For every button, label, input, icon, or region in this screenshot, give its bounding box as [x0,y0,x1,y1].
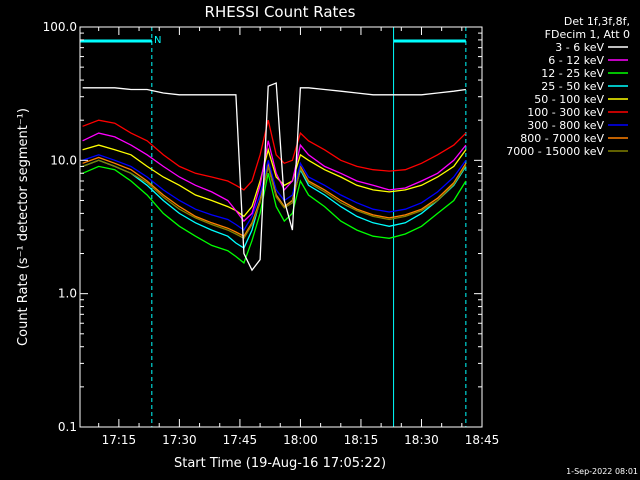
legend-header-2: FDecim 1, Att 0 [545,28,630,41]
legend-label-7: 800 - 7000 keV [520,132,604,145]
legend-label-2: 12 - 25 keV [541,67,604,80]
x-axis-label: Start Time (19-Aug-16 17:05:22) [174,456,386,471]
plot-frame [79,26,483,428]
chart-title: RHESSI Count Rates [205,3,356,21]
x-tick-label-3: 18:00 [283,433,318,447]
x-tick-label-5: 18:30 [404,433,439,447]
x-tick-label-6: 18:45 [465,433,500,447]
y-tick-label-0: 0.1 [58,420,77,434]
y-ticks: 0.1 1.0 10.0 100.0 [43,20,482,434]
series-line-3 [82,159,467,249]
y-tick-label-3: 100.0 [43,20,77,34]
legend-label-5: 100 - 300 keV [527,106,604,119]
footer-timestamp: 1-Sep-2022 08:01 [566,467,638,476]
series-line-5 [82,119,467,191]
series-lines [82,82,467,272]
series-line-6 [82,154,467,232]
legend-label-0: 3 - 6 keV [555,41,604,54]
x-tick-label-1: 17:30 [162,433,197,447]
series-line-1 [82,132,467,223]
y-axis-label: Count Rate (s⁻¹ detector segment⁻¹) [16,108,31,346]
legend-label-1: 6 - 12 keV [548,54,604,67]
y-tick-label-1: 1.0 [58,287,77,301]
series-line-0 [82,82,466,272]
legend-header-1: Det 1f,3f,8f, [564,15,630,28]
series-line-2 [82,165,467,264]
x-ticks: 17:15 17:30 17:45 18:00 18:15 18:30 18:45 [98,27,500,447]
x-tick-label-4: 18:15 [344,433,379,447]
legend: Det 1f,3f,8f, FDecim 1, Att 0 3 - 6 keV6… [506,15,630,158]
legend-label-8: 7000 - 15000 keV [506,145,604,158]
x-tick-label-2: 17:45 [223,433,258,447]
time-markers [79,27,467,427]
night-marker-label: N [154,35,161,46]
legend-label-4: 50 - 100 keV [534,93,604,106]
y-tick-label-2: 10.0 [50,153,77,167]
series-line-7 [82,156,467,238]
x-tick-label-0: 17:15 [102,433,137,447]
series-line-8 [82,159,467,240]
legend-label-6: 300 - 800 keV [527,119,604,132]
series-line-4 [82,144,467,218]
legend-label-3: 25 - 50 keV [541,80,604,93]
